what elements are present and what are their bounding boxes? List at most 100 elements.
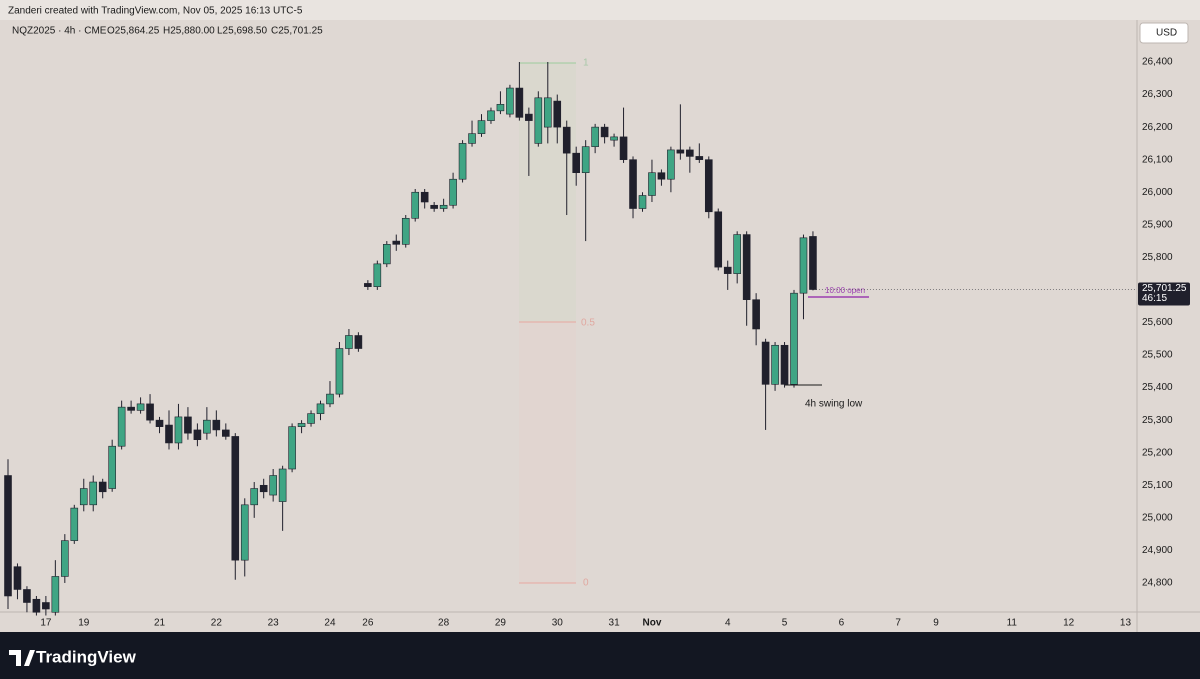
candle-body bbox=[240, 504, 249, 561]
candle-body bbox=[752, 299, 760, 330]
y-tick-label: 25,100 bbox=[1142, 480, 1173, 491]
x-tick-label: 29 bbox=[495, 618, 507, 629]
candle-body bbox=[4, 475, 12, 597]
fib-level: 0.5 bbox=[581, 318, 595, 329]
candle-body bbox=[562, 126, 571, 154]
candle-body bbox=[619, 136, 628, 160]
legend-low: L25,698.50 bbox=[217, 26, 267, 37]
candle-body bbox=[411, 191, 420, 219]
last-price-label: 25,701.25 bbox=[1142, 283, 1187, 294]
x-tick-label: 21 bbox=[154, 618, 166, 629]
candle-body bbox=[809, 236, 817, 290]
candle-body bbox=[581, 146, 590, 174]
currency-label: USD bbox=[1156, 28, 1177, 39]
x-tick-label: 31 bbox=[609, 618, 621, 629]
candle-body bbox=[477, 120, 486, 134]
candle-body bbox=[42, 602, 50, 610]
candle-body bbox=[32, 598, 41, 613]
x-tick-label: 28 bbox=[438, 618, 450, 629]
fib-level: 0 bbox=[583, 578, 589, 589]
candle-body bbox=[553, 100, 562, 128]
candle-body bbox=[174, 416, 183, 444]
candle-body bbox=[648, 172, 656, 196]
candle-body bbox=[89, 481, 98, 506]
attribution: Zanderi created with TradingView.com, No… bbox=[8, 6, 303, 17]
y-tick-label: 25,900 bbox=[1142, 219, 1173, 230]
candle-body bbox=[780, 344, 789, 385]
candle-body bbox=[676, 149, 685, 154]
candle-body bbox=[127, 406, 135, 411]
candle-body bbox=[458, 143, 467, 180]
y-tick-label: 26,100 bbox=[1142, 154, 1173, 165]
x-tick-label: 5 bbox=[782, 618, 788, 629]
x-tick-label: 7 bbox=[895, 618, 901, 629]
candle-body bbox=[790, 292, 798, 385]
candle-body bbox=[316, 403, 325, 414]
legend-symbol: NQZ2025 · 4h · CME bbox=[12, 26, 107, 37]
candle-body bbox=[165, 424, 173, 444]
candle-body bbox=[203, 419, 211, 434]
y-tick-label: 26,000 bbox=[1142, 187, 1173, 198]
candle-body bbox=[382, 244, 391, 265]
y-tick-label: 25,000 bbox=[1142, 512, 1173, 523]
candle-body bbox=[193, 429, 202, 440]
candle-body bbox=[686, 149, 694, 157]
candle-body bbox=[629, 159, 637, 209]
x-tick-label: Nov bbox=[643, 618, 662, 629]
candle-body bbox=[307, 413, 315, 424]
candle-body bbox=[222, 429, 230, 437]
legend-close: C25,701.25 bbox=[271, 26, 323, 37]
candle-body bbox=[70, 507, 79, 541]
candle-body bbox=[117, 406, 126, 447]
candle-body bbox=[354, 335, 363, 349]
y-tick-label: 26,400 bbox=[1142, 57, 1173, 68]
candle-body bbox=[515, 87, 524, 118]
swing-low-label: 4h swing low bbox=[805, 399, 863, 410]
candle-body bbox=[761, 341, 770, 385]
footer-bar bbox=[0, 632, 1200, 679]
brand-logo bbox=[9, 650, 35, 666]
candle-body bbox=[13, 566, 22, 590]
y-tick-label: 24,900 bbox=[1142, 545, 1173, 556]
x-tick-label: 11 bbox=[1007, 618, 1018, 629]
candle-body bbox=[259, 484, 268, 493]
currency-button[interactable] bbox=[1139, 22, 1189, 44]
candle-body bbox=[269, 475, 277, 496]
candle-body bbox=[250, 488, 259, 506]
candle-body bbox=[591, 126, 599, 147]
candle-body bbox=[364, 283, 372, 287]
candle-body bbox=[23, 589, 31, 603]
candle-body bbox=[667, 149, 675, 180]
candle-body bbox=[392, 240, 401, 245]
y-tick-label: 25,600 bbox=[1142, 317, 1173, 328]
candle-body bbox=[733, 234, 741, 274]
legend-high: H25,880.00 bbox=[163, 26, 215, 37]
candle-body bbox=[543, 97, 552, 128]
x-tick-label: 4 bbox=[725, 618, 731, 629]
candle-body bbox=[742, 234, 751, 300]
candle-body bbox=[714, 211, 723, 268]
y-tick-label: 24,800 bbox=[1142, 578, 1173, 589]
candle-body bbox=[771, 344, 779, 385]
candle-body bbox=[695, 156, 704, 160]
header-bar bbox=[0, 0, 1200, 20]
last-price-badge bbox=[1138, 282, 1190, 306]
candle-body bbox=[136, 403, 145, 411]
candle-body bbox=[61, 540, 69, 577]
candle-body bbox=[430, 204, 438, 209]
candle-body bbox=[288, 426, 296, 470]
y-tick-label: 25,200 bbox=[1142, 447, 1173, 458]
candle-body bbox=[572, 152, 581, 174]
candle-body bbox=[723, 266, 732, 274]
candle-body bbox=[326, 393, 334, 405]
candle-body bbox=[79, 488, 88, 506]
open-line-label: 10:00 open bbox=[825, 286, 865, 295]
candle-body bbox=[108, 445, 116, 489]
y-tick-label: 25,500 bbox=[1142, 350, 1173, 361]
candle-body bbox=[610, 136, 618, 141]
y-tick-label: 25,800 bbox=[1142, 252, 1173, 263]
y-tick-label: 25,300 bbox=[1142, 415, 1173, 426]
x-tick-label: 6 bbox=[839, 618, 845, 629]
